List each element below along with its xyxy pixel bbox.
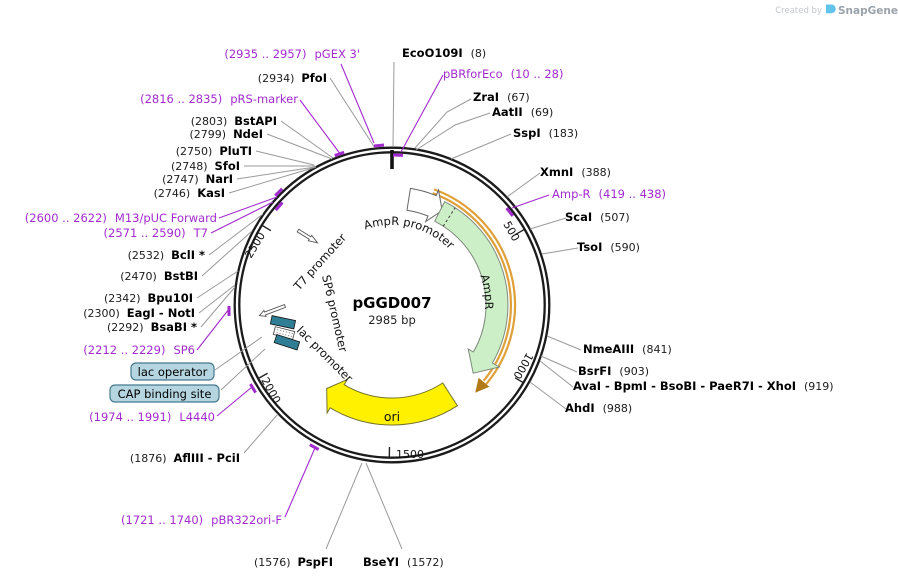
scale-label-1500: 1500 (396, 448, 424, 461)
t7-promoter-label: T7 promoter (290, 230, 349, 293)
primer-label-pgex-3: (2935 .. 2957) pGEX 3' (224, 47, 360, 61)
enzyme-label-pluti: (2750) PluTI (176, 144, 252, 158)
lac-region-glyphs (258, 304, 301, 351)
enzyme-label-ecoo109i: EcoO109I (8) (402, 46, 486, 60)
enzyme-label-bstapi: (2803) BstAPI (191, 114, 277, 128)
primer-label-pbr322ori-f: (1721 .. 1740) pBR322ori-F (121, 513, 282, 527)
enzyme-label-tsoi: TsoI (590) (577, 240, 640, 254)
enzyme-label-ahdi: AhdI (988) (565, 401, 632, 415)
primer-label-pbrforeco: pBRforEco (10 .. 28) (443, 67, 564, 81)
enzyme-label-zrai: ZraI (67) (473, 90, 530, 104)
lac-operator-glyph (269, 315, 297, 330)
enzyme-label-sfoi: (2748) SfoI (171, 159, 240, 173)
sp6-promoter-label: SP6 promoter (319, 274, 350, 354)
lac-operator-label-box: lac operator (130, 362, 215, 381)
enzyme-label-aatii: AatII (69) (492, 105, 553, 119)
primer-label-amp-r: Amp-R (419 .. 438) (552, 187, 666, 201)
enzyme-label-bsrfi: BsrFI (903) (578, 364, 649, 378)
enzyme-label-bseyi: BseYI (1572) (363, 555, 444, 569)
lac-promoter-arrow (258, 304, 287, 318)
lac-operator-label: lac operator (138, 365, 208, 379)
ampr-label: AmpR (477, 273, 496, 310)
enzyme-label-xmni: XmnI (388) (540, 165, 611, 179)
enzyme-label-avai-multi: AvaI - BpmI - BsoBI - PaeR7I - XhoI (919) (573, 379, 834, 393)
enzyme-label-pfoi: (2934) PfoI (258, 71, 327, 85)
plasmid-name: pGGD007 (352, 294, 431, 312)
enzyme-label-bsabi: (2292) BsaBI * (107, 320, 197, 334)
cap-binding-site-label-box: CAP binding site (109, 384, 220, 403)
ori-arrow (326, 378, 459, 426)
plasmid-size: 2985 bp (368, 313, 416, 327)
enzyme-label-scai: ScaI (507) (565, 210, 630, 224)
enzyme-label-ndei: (2799) NdeI (189, 127, 263, 141)
enzyme-label-eagi-noti: (2300) EagI - NotI (83, 306, 195, 320)
cap-binding-site-label: CAP binding site (118, 387, 212, 401)
enzyme-label-kasi: (2746) KasI (154, 186, 225, 200)
cap-binding-site-glyph (273, 333, 301, 351)
scale-tick-marks (257, 224, 525, 459)
ampr-boundary-dash (442, 207, 456, 227)
primer-label-t7: (2571 .. 2590) T7 (104, 226, 208, 240)
scale-label-500: 500 (500, 219, 522, 244)
watermark-brand: SnapGene (838, 5, 898, 17)
enzyme-label-nari: (2747) NarI (162, 172, 233, 186)
enzyme-label-sspi: SspI (183) (513, 126, 578, 140)
watermark-created-by: Created by (775, 6, 822, 16)
enzyme-label-nmeaiii: NmeAIII (841) (583, 342, 672, 356)
ampr-gene-arc (432, 188, 517, 393)
t7-promoter-arrow (296, 228, 319, 244)
snapgene-logo-icon (826, 4, 836, 14)
ampr-gene-arrowhead (475, 377, 490, 393)
enzyme-label-bpu10i: (2342) Bpu10I (104, 291, 193, 305)
enzyme-label-bcli: (2532) BclI * (128, 248, 205, 262)
ori-label: ori (384, 409, 400, 424)
primer-tick-marks (227, 143, 514, 451)
primer-label-l4440: (1974 .. 1991) L4440 (89, 410, 215, 424)
primer-connector-lines (196, 63, 550, 518)
enzyme-label-pspfi: (1576) PspFI (254, 555, 333, 569)
enzyme-connector-lines (196, 61, 582, 550)
enzyme-label-aflIII-pcii: (1876) AflIII - PciI (130, 451, 240, 465)
ampr-promoter-arrow (406, 187, 443, 223)
ampr-cds-arrow (434, 201, 509, 374)
primer-label-m13-puc-forward: (2600 .. 2622) M13/pUC Forward (25, 211, 217, 225)
primer-label-sp6: (2212 .. 2229) SP6 (83, 343, 195, 357)
scale-label-2000: 2000 (258, 375, 283, 406)
enzyme-label-bstbi: (2470) BstBI (120, 269, 198, 283)
primer-label-prs-marker: (2816 .. 2835) pRS-marker (140, 92, 298, 106)
watermark: Created by SnapGene (775, 4, 898, 17)
